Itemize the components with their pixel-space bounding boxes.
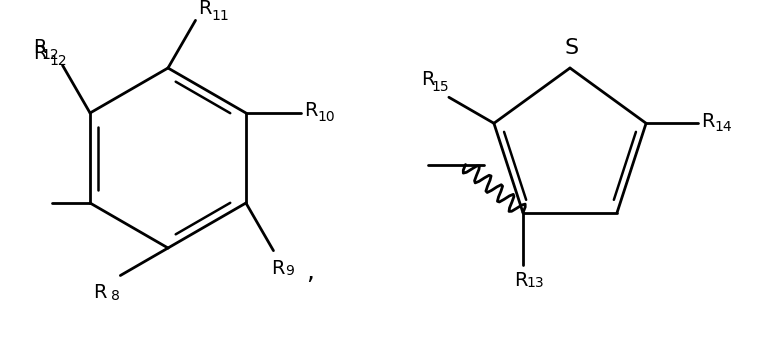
Text: 15: 15 xyxy=(431,80,449,94)
Text: R: R xyxy=(93,283,107,302)
Text: R: R xyxy=(421,70,435,89)
Text: R: R xyxy=(701,112,714,131)
Text: ,: , xyxy=(306,260,314,284)
Text: 11: 11 xyxy=(212,9,229,24)
Text: 13: 13 xyxy=(526,276,544,290)
Text: 10: 10 xyxy=(317,110,335,124)
Text: R: R xyxy=(33,38,46,57)
Text: R: R xyxy=(33,44,46,63)
Text: S: S xyxy=(565,38,579,58)
Text: R: R xyxy=(271,258,285,277)
Text: R: R xyxy=(514,271,528,290)
Text: 12: 12 xyxy=(49,54,67,69)
Text: 8: 8 xyxy=(111,289,121,302)
Text: R: R xyxy=(198,0,212,18)
Text: 9: 9 xyxy=(285,264,294,277)
Text: 14: 14 xyxy=(714,120,731,134)
Text: 12: 12 xyxy=(42,48,60,62)
Text: R: R xyxy=(304,101,318,120)
